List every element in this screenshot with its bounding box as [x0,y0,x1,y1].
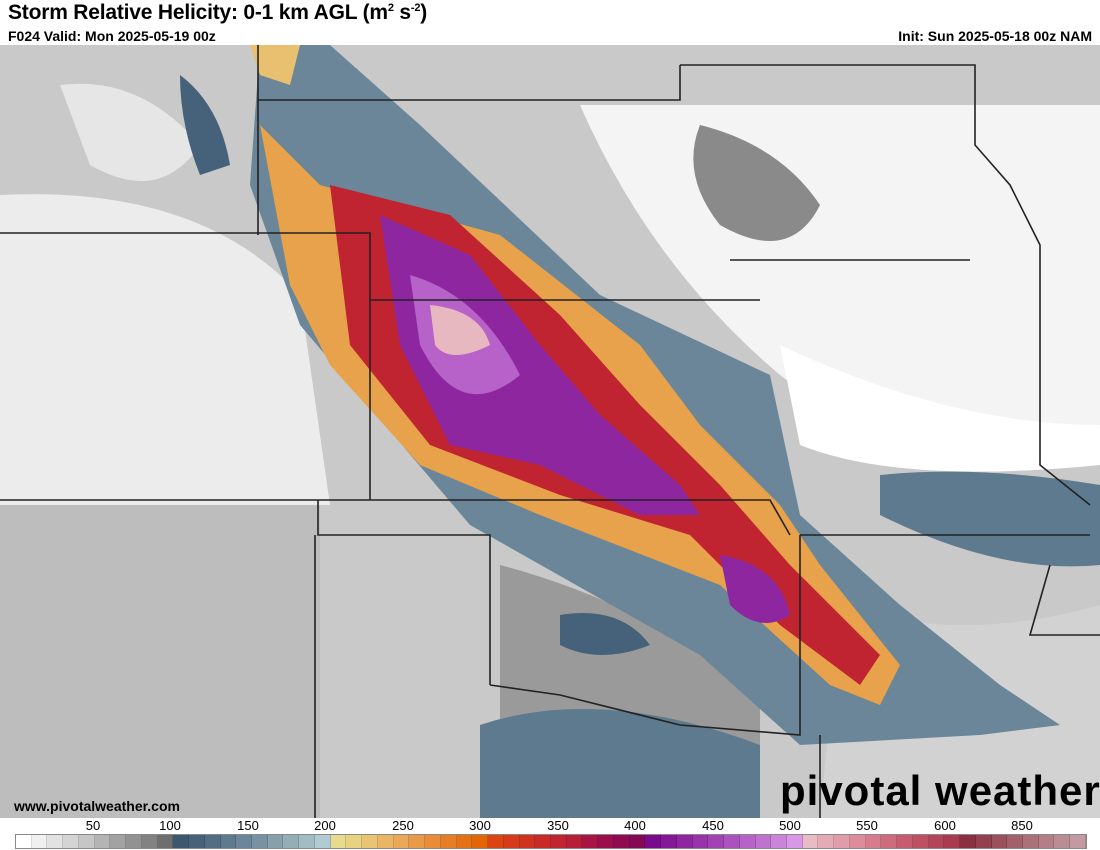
colorbar-swatch [31,835,48,848]
colorbar-tick-label: 100 [159,818,181,833]
colorbar-swatch [834,835,850,848]
colorbar-swatch [440,835,457,848]
colorbar-swatch [314,835,331,848]
colorbar-swatch [236,835,253,848]
title-sup: -2 [410,2,421,14]
colorbar-swatch [488,835,504,848]
colorbar-swatch [47,835,64,848]
colorbar-swatch [676,835,693,848]
website-url[interactable]: www.pivotalweather.com [14,798,180,814]
colorbar-swatch [409,835,426,848]
colorbar-tick-label: 250 [392,818,414,833]
colorbar-swatch [377,835,394,848]
title-text: Storm Relative Helicity: 0-1 km AGL (m [8,1,388,24]
colorbar-swatch [771,835,787,848]
colorbar-swatch [708,835,725,848]
title-text: ) [420,1,428,24]
colorbar-swatch [865,835,882,848]
colorbar-swatch [157,835,174,848]
colorbar-tick-label: 850 [1011,818,1033,833]
colorbar [15,834,1087,849]
init-time: Init: Sun 2025-05-18 00z NAM [898,28,1092,44]
colorbar-swatch [94,835,111,848]
colorbar-swatch [472,835,489,848]
colorbar-swatch [1070,835,1086,848]
colorbar-swatch [818,835,835,848]
colorbar-swatch [755,835,772,848]
colorbar-swatch [283,835,300,848]
colorbar-tick-label: 350 [547,818,569,833]
colorbar-swatch [692,835,709,848]
colorbar-swatch [550,835,567,848]
colorbar-swatch [912,835,929,848]
colorbar-swatch [141,835,158,848]
colorbar-swatch [393,835,410,848]
colorbar-tick-label: 300 [469,818,491,833]
colorbar-swatch [786,835,803,848]
colorbar-swatch [535,835,551,848]
colorbar-swatch [220,835,237,848]
srh-map [0,45,1100,818]
colorbar-swatch [802,835,819,848]
colorbar-swatch [425,835,441,848]
colorbar-swatch [661,835,677,848]
colorbar-swatch [739,835,756,848]
colorbar-swatch [1038,835,1055,848]
colorbar-swatch [991,835,1008,848]
colorbar-swatch [252,835,268,848]
colorbar-swatch [204,835,221,848]
colorbar-tick-label: 500 [779,818,801,833]
colorbar-tick-label: 400 [624,818,646,833]
colorbar-swatch [566,835,583,848]
colorbar-ticks: 50 100 150 200 250 300 350 400 450 500 550 600 850 [0,818,1100,834]
colorbar-swatch [110,835,127,848]
colorbar-swatch [928,835,945,848]
colorbar-swatch [629,835,646,848]
colorbar-swatch [849,835,866,848]
colorbar-swatch [299,835,315,848]
colorbar-tick-label: 150 [237,818,259,833]
colorbar-swatch [598,835,614,848]
state-borders [0,45,1100,818]
valid-time: F024 Valid: Mon 2025-05-19 00z [8,28,216,44]
colorbar-swatch [362,835,378,848]
pivotal-weather-logo: pivotal weather [780,767,1100,814]
colorbar-swatch [944,835,961,848]
colorbar-swatch [330,835,347,848]
field-purple [380,215,790,623]
title-text: s [393,1,411,24]
colorbar-swatch [456,835,473,848]
colorbar-swatch [173,835,190,848]
colorbar-swatch [346,835,363,848]
colorbar-swatch [897,835,913,848]
colorbar-swatch [975,835,992,848]
colorbar-swatch [613,835,630,848]
colorbar-tick-label: 50 [85,818,101,833]
colorbar-swatch [1023,835,1039,848]
colorbar-tick-label: 600 [934,818,956,833]
title-sup: 2 [387,2,394,14]
colorbar-swatch [960,835,976,848]
colorbar-swatch [503,835,520,848]
colorbar-tick-label: 450 [702,818,724,833]
colorbar-swatch [78,835,95,848]
colorbar-swatch [582,835,599,848]
colorbar-swatch [645,835,662,848]
colorbar-swatch [519,835,536,848]
colorbar-swatch [724,835,740,848]
colorbar-swatch [63,835,79,848]
colorbar-tick-label: 550 [856,818,878,833]
colorbar-swatch [881,835,898,848]
colorbar-swatch [126,835,142,848]
colorbar-tick-label: 200 [314,818,336,833]
colorbar-swatch [1054,835,1071,848]
colorbar-swatch [16,835,32,848]
colorbar-swatch [1007,835,1023,848]
colorbar-swatch [267,835,284,848]
map-title: Storm Relative Helicity: 0-1 km AGL (m2 … [8,1,427,25]
colorbar-swatch [189,835,205,848]
